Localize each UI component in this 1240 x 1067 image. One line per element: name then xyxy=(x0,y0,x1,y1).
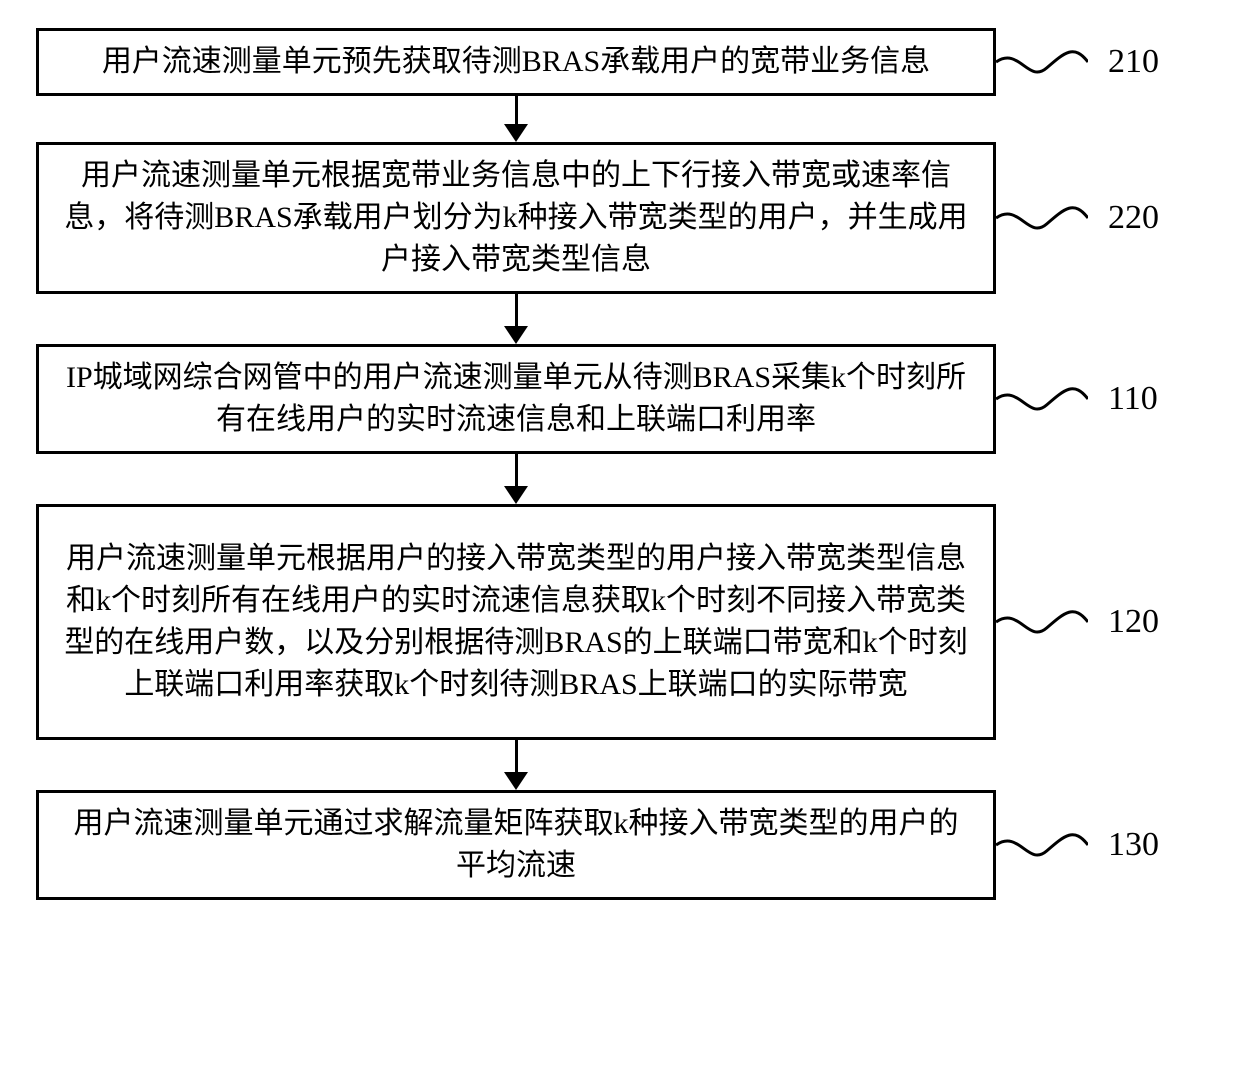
flow-arrow xyxy=(36,96,996,142)
flow-step-label: 130 xyxy=(1104,826,1159,864)
flow-arrow xyxy=(36,740,996,790)
flow-arrow-row xyxy=(36,740,1204,790)
flow-step-row: 用户流速测量单元根据宽带业务信息中的上下行接入带宽或速率信息，将待测BRAS承载… xyxy=(36,142,1204,294)
arrow-head-icon xyxy=(504,124,528,142)
flow-step-label: 110 xyxy=(1104,380,1158,418)
arrow-shaft xyxy=(515,294,518,326)
connector-squiggle xyxy=(996,200,1088,236)
flow-step-label: 120 xyxy=(1104,603,1159,641)
arrow-head-icon xyxy=(504,486,528,504)
arrow-shaft xyxy=(515,96,518,124)
connector-squiggle xyxy=(996,604,1088,640)
connector-squiggle xyxy=(996,381,1088,417)
arrow-head-icon xyxy=(504,326,528,344)
flow-step-row: 用户流速测量单元预先获取待测BRAS承载用户的宽带业务信息 210 xyxy=(36,28,1204,96)
flow-step-row: IP城域网综合网管中的用户流速测量单元从待测BRAS采集k个时刻所有在线用户的实… xyxy=(36,344,1204,454)
connector-squiggle xyxy=(996,44,1088,80)
flow-step-label: 210 xyxy=(1104,43,1159,81)
flow-step-row: 用户流速测量单元根据用户的接入带宽类型的用户接入带宽类型信息和k个时刻所有在线用… xyxy=(36,504,1204,740)
flow-step-box: 用户流速测量单元根据用户的接入带宽类型的用户接入带宽类型信息和k个时刻所有在线用… xyxy=(36,504,996,740)
flow-arrow-row xyxy=(36,454,1204,504)
flow-step-box: 用户流速测量单元预先获取待测BRAS承载用户的宽带业务信息 xyxy=(36,28,996,96)
flow-step-box: 用户流速测量单元通过求解流量矩阵获取k种接入带宽类型的用户的平均流速 xyxy=(36,790,996,900)
flow-step-label: 220 xyxy=(1104,199,1159,237)
flow-step-row: 用户流速测量单元通过求解流量矩阵获取k种接入带宽类型的用户的平均流速 130 xyxy=(36,790,1204,900)
arrow-shaft xyxy=(515,740,518,772)
flow-step-box: 用户流速测量单元根据宽带业务信息中的上下行接入带宽或速率信息，将待测BRAS承载… xyxy=(36,142,996,294)
flowchart-container: 用户流速测量单元预先获取待测BRAS承载用户的宽带业务信息 210用户流速测量单… xyxy=(36,28,1204,900)
connector-squiggle xyxy=(996,827,1088,863)
flow-arrow-row xyxy=(36,294,1204,344)
flow-arrow xyxy=(36,294,996,344)
flow-arrow xyxy=(36,454,996,504)
arrow-head-icon xyxy=(504,772,528,790)
flow-arrow-row xyxy=(36,96,1204,142)
arrow-shaft xyxy=(515,454,518,486)
flow-step-box: IP城域网综合网管中的用户流速测量单元从待测BRAS采集k个时刻所有在线用户的实… xyxy=(36,344,996,454)
